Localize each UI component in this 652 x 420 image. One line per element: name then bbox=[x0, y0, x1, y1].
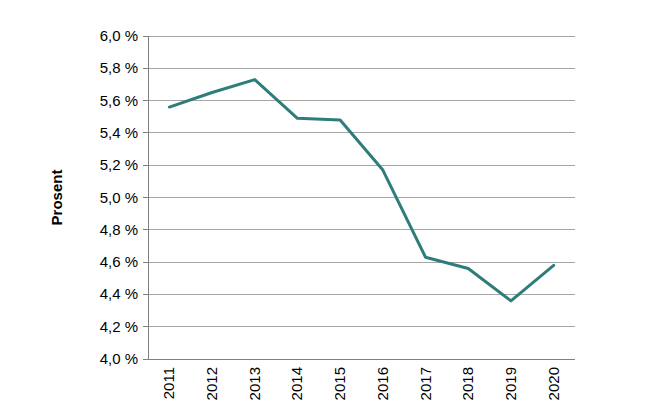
y-tick bbox=[143, 132, 148, 133]
x-tick-label: 2011 bbox=[160, 367, 177, 399]
y-tick-label: 5,4 % bbox=[100, 124, 138, 141]
x-tick-label: 2013 bbox=[246, 367, 263, 400]
y-tick-label: 4,6 % bbox=[100, 253, 138, 270]
y-tick-label: 6,0 % bbox=[100, 27, 138, 44]
y-tick bbox=[143, 262, 148, 263]
chart-container: 4,0 % 4,2 % 4,4 % 4,6 % 4,8 % 5,0 % 5,2 % 5,4 %… bbox=[0, 0, 652, 420]
y-tick bbox=[143, 165, 148, 166]
y-axis bbox=[148, 36, 149, 359]
y-tick-label: 4,2 % bbox=[100, 318, 138, 335]
y-tick bbox=[143, 100, 148, 101]
x-tick-label: 2012 bbox=[203, 367, 220, 400]
grid-line bbox=[148, 359, 575, 360]
y-tick-label: 5,0 % bbox=[100, 189, 138, 206]
grid-line bbox=[148, 36, 575, 37]
grid-line bbox=[148, 68, 575, 69]
x-tick-label: 2020 bbox=[545, 367, 562, 400]
chart: 4,0 % 4,2 % 4,4 % 4,6 % 4,8 % 5,0 % 5,2 % 5,4 %… bbox=[0, 0, 652, 420]
y-tick bbox=[143, 68, 148, 69]
y-tick bbox=[143, 326, 148, 327]
grid-line bbox=[148, 197, 575, 198]
grid-line bbox=[148, 100, 575, 101]
y-tick bbox=[143, 197, 148, 198]
y-tick-label: 5,2 % bbox=[100, 156, 138, 173]
y-tick-label: 4,4 % bbox=[100, 285, 138, 302]
x-tick-label: 2016 bbox=[374, 367, 391, 400]
x-tick-label: 2015 bbox=[331, 367, 348, 400]
x-tick-label: 2019 bbox=[502, 367, 519, 400]
y-tick-label: 5,8 % bbox=[100, 59, 138, 76]
y-tick bbox=[143, 359, 148, 360]
data-line bbox=[169, 80, 553, 301]
x-axis bbox=[148, 359, 575, 360]
y-axis-label: Prosent bbox=[48, 170, 65, 226]
y-tick-label: 4,8 % bbox=[100, 221, 138, 238]
grid-line bbox=[148, 229, 575, 230]
x-tick-label: 2018 bbox=[459, 367, 476, 400]
grid-line bbox=[148, 165, 575, 166]
grid-line bbox=[148, 294, 575, 295]
x-tick-label: 2017 bbox=[417, 367, 434, 400]
plot-area bbox=[169, 80, 553, 301]
y-grid bbox=[143, 36, 575, 359]
y-tick-label: 4,0 % bbox=[100, 350, 138, 367]
grid-line bbox=[148, 262, 575, 263]
y-tick-label: 5,6 % bbox=[100, 92, 138, 109]
grid-line bbox=[148, 326, 575, 327]
x-tick-label: 2014 bbox=[288, 367, 305, 400]
grid-line bbox=[148, 132, 575, 133]
y-tick bbox=[143, 294, 148, 295]
y-tick bbox=[143, 36, 148, 37]
y-tick bbox=[143, 229, 148, 230]
